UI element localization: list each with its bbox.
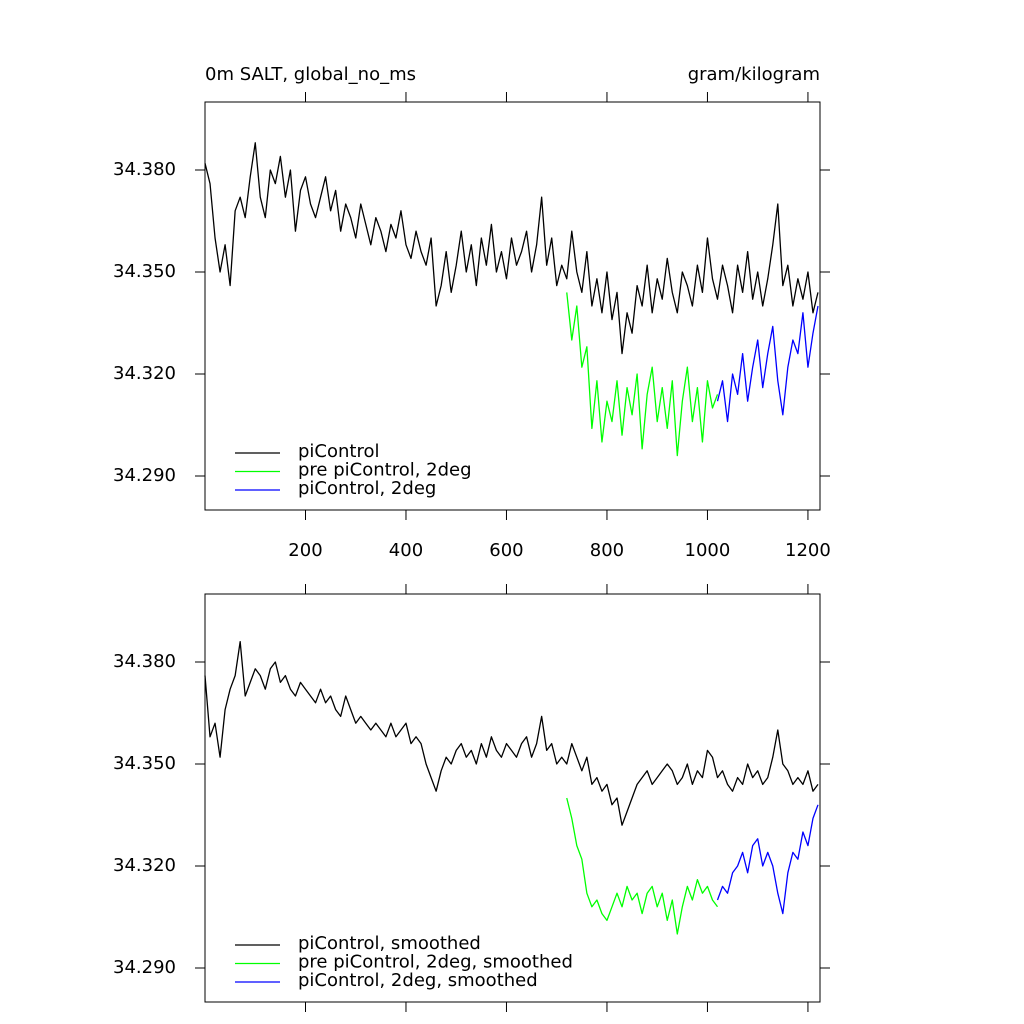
y-tick-label: 34.350 <box>113 753 176 774</box>
legend-label: piControl, 2deg <box>298 478 436 499</box>
x-tick-label: 200 <box>288 540 322 561</box>
plot-frame <box>204 593 821 1003</box>
chart-title: 0m SALT, global_no_ms <box>205 64 416 85</box>
x-tick-label: 1000 <box>685 540 731 561</box>
y-tick-label: 34.380 <box>113 159 176 180</box>
x-tick-label: 800 <box>590 540 624 561</box>
plot-frame <box>204 101 821 511</box>
series-line <box>204 640 819 826</box>
legend-label: pre piControl, 2deg <box>298 460 472 481</box>
legend-label: piControl <box>298 441 380 462</box>
y-tick-label: 34.290 <box>113 465 176 486</box>
legend-label: piControl, smoothed <box>298 933 481 954</box>
y-tick-label: 34.290 <box>113 957 176 978</box>
legend-label: piControl, 2deg, smoothed <box>298 970 538 991</box>
y-tick-label: 34.320 <box>113 363 176 384</box>
legend-label: pre piControl, 2deg, smoothed <box>298 952 573 973</box>
series-line <box>716 305 819 423</box>
y-tick-label: 34.380 <box>113 651 176 672</box>
x-tick-label: 1200 <box>785 540 831 561</box>
y-tick-label: 34.320 <box>113 855 176 876</box>
units-label: gram/kilogram <box>688 64 820 85</box>
y-tick-label: 34.350 <box>113 261 176 282</box>
series-line <box>204 142 819 355</box>
x-tick-label: 600 <box>489 540 523 561</box>
x-tick-label: 400 <box>389 540 423 561</box>
series-line <box>566 292 719 457</box>
series-line <box>716 804 819 915</box>
series-line <box>566 797 719 935</box>
